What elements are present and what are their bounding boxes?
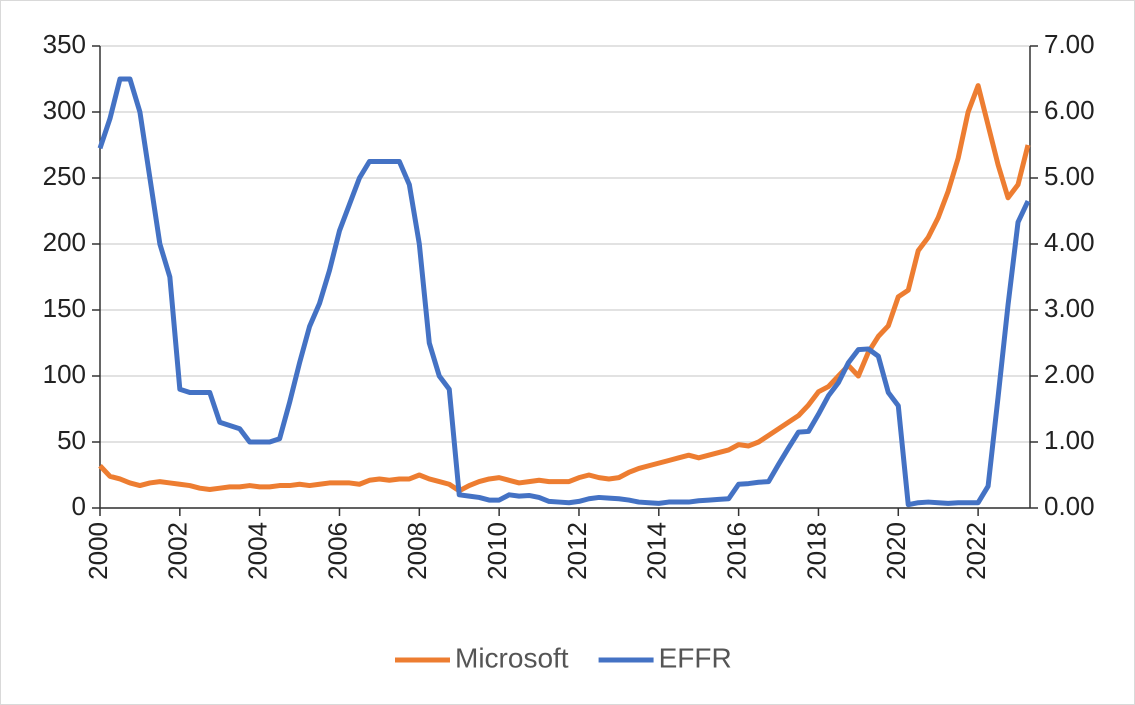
x-tick-label: 2002 bbox=[163, 522, 193, 580]
y-tick-label: 250 bbox=[43, 161, 86, 191]
y-tick-label: 200 bbox=[43, 227, 86, 257]
y-tick-label: 350 bbox=[43, 29, 86, 59]
x-tick-label: 2016 bbox=[722, 522, 752, 580]
line-series bbox=[98, 83, 1031, 494]
x-tick-label: 2004 bbox=[243, 522, 273, 580]
x-tick-label: 2010 bbox=[482, 522, 512, 580]
y2-tick-label: 5.00 bbox=[1044, 161, 1095, 191]
x-tick-label: 2012 bbox=[562, 522, 592, 580]
x-tick-label: 2022 bbox=[961, 522, 991, 580]
y2-tick-label: 7.00 bbox=[1044, 29, 1095, 59]
x-tick-label: 2006 bbox=[322, 522, 352, 580]
x-tick-label: 2000 bbox=[83, 522, 113, 580]
line-series bbox=[97, 76, 1031, 508]
x-tick-label: 2020 bbox=[881, 522, 911, 580]
y2-tick-label: 3.00 bbox=[1044, 293, 1095, 323]
y-tick-label: 150 bbox=[43, 293, 86, 323]
y2-tick-label: 1.00 bbox=[1044, 425, 1095, 455]
y-tick-label: 100 bbox=[43, 359, 86, 389]
y2-tick-label: 6.00 bbox=[1044, 95, 1095, 125]
y-tick-label: 50 bbox=[57, 425, 86, 455]
legend-label: Microsoft bbox=[455, 642, 569, 673]
y2-tick-label: 4.00 bbox=[1044, 227, 1095, 257]
x-tick-label: 2018 bbox=[801, 522, 831, 580]
x-tick-label: 2014 bbox=[642, 522, 672, 580]
y-tick-label: 0 bbox=[72, 491, 86, 521]
legend-label: EFFR bbox=[659, 642, 732, 673]
y2-tick-label: 0.00 bbox=[1044, 491, 1095, 521]
y2-tick-label: 2.00 bbox=[1044, 359, 1095, 389]
x-tick-label: 2008 bbox=[402, 522, 432, 580]
y-tick-label: 300 bbox=[43, 95, 86, 125]
